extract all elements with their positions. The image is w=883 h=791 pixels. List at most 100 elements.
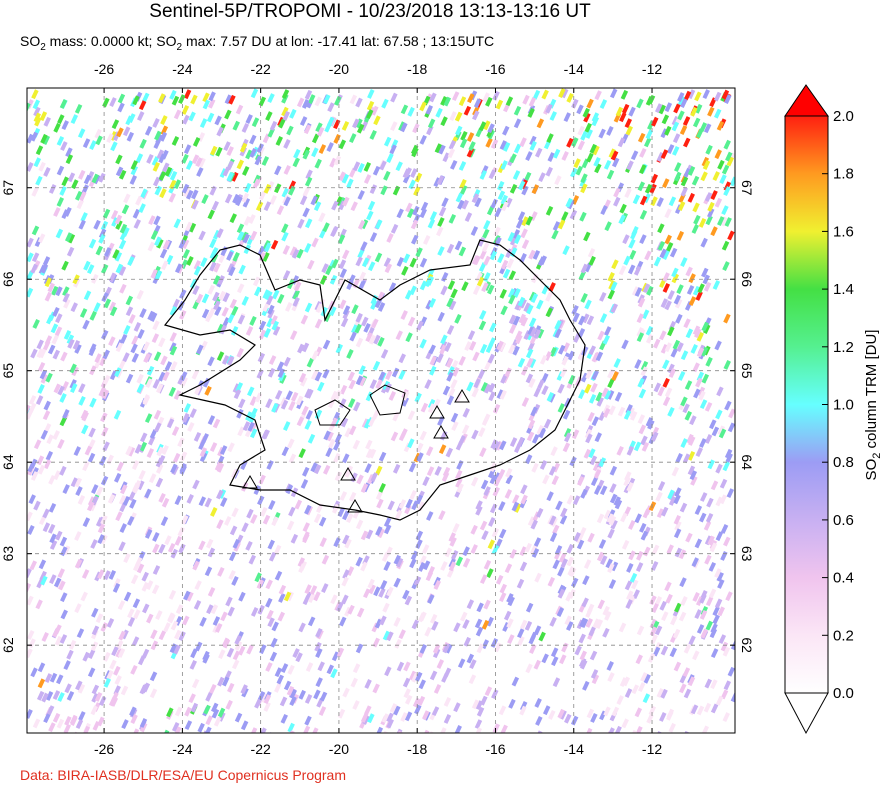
pixel [682,403,690,414]
pixel [583,559,592,570]
pixel [216,228,224,239]
pixel [106,669,114,680]
pixel [212,616,221,626]
pixel [497,180,505,191]
pixel [321,554,330,565]
pixel [537,379,545,390]
pixel [228,570,236,580]
pixel [245,411,253,422]
pixel [402,589,410,600]
pixel [286,125,294,136]
pixel [442,466,451,477]
pixel [191,199,199,210]
pixel [249,315,257,326]
pixel [603,389,612,400]
pixel [136,289,144,300]
pixel [551,656,559,667]
pixel [47,523,56,534]
pixel [183,89,192,100]
pixel [688,436,696,446]
pixel [309,585,318,595]
pixel [266,295,274,306]
pixel [358,365,366,376]
pixel [109,97,117,107]
pixel [552,677,561,688]
pixel [248,554,256,565]
pixel [607,563,615,574]
pixel [346,349,354,359]
pixel [318,144,327,154]
pixel [664,125,672,136]
pixel [386,631,394,642]
pixel [568,374,576,385]
pixel [672,628,681,639]
pixel [61,120,69,131]
pixel [561,88,569,99]
pixel [720,641,729,652]
pixel [608,405,616,416]
pixel [500,373,508,384]
pixel [285,484,294,495]
pixel [120,484,128,495]
pixel [710,623,718,634]
pixel [118,495,127,505]
pixel [677,110,685,121]
pixel [213,300,221,311]
pixel [597,330,605,341]
pixel [204,566,213,577]
pixel [590,382,598,393]
pixel [617,406,626,417]
pixel [152,118,160,128]
colorbar-max-arrow [784,84,829,117]
pixel [74,477,83,488]
pixel [685,532,693,543]
pixel [74,531,82,541]
pixel [385,370,393,381]
pixel [191,189,199,200]
pixel [579,211,587,222]
pixel [52,430,60,441]
pixel [500,194,508,205]
pixel [135,556,143,567]
so2-pixels [27,88,735,733]
pixel [369,184,378,195]
pixel [677,92,685,102]
pixel [141,581,149,592]
pixel [439,727,447,733]
pixel [587,247,596,258]
pixel [110,209,119,220]
pixel [705,215,713,226]
pixel [27,287,34,298]
pixel [475,500,483,511]
pixel [57,568,65,579]
pixel [27,595,34,606]
pixel [585,129,593,139]
pixel [125,306,134,317]
pixel [603,159,612,170]
pixel [585,618,593,628]
pixel [209,683,217,694]
pixel [215,623,223,633]
pixel [138,100,147,111]
pixel [68,639,77,650]
pixel [498,528,507,539]
pixel [375,465,383,476]
pixel [515,334,523,345]
pixel [687,89,696,100]
pixel [142,394,150,404]
pixel [45,691,54,701]
pixel [209,185,217,196]
pixel [301,342,310,353]
pixel [611,259,619,270]
pixel [317,381,325,392]
pixel [338,171,346,182]
pixel [149,671,158,682]
pixel [489,250,498,261]
pixel [216,323,225,334]
pixel [664,300,672,311]
pixel [279,397,288,407]
pixel [311,133,320,144]
pixel [496,389,505,400]
subtitle-part: SO [20,33,40,49]
pixel [474,197,482,208]
